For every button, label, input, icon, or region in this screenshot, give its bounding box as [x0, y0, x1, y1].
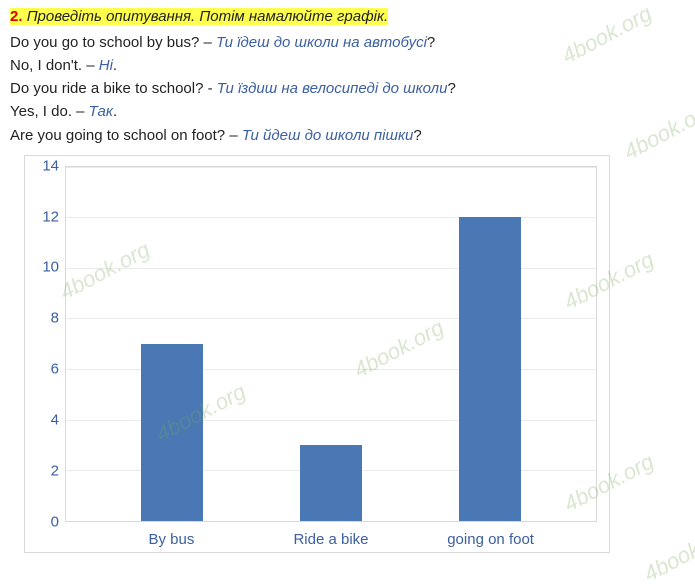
grid-line	[66, 167, 596, 168]
y-tick-label: 4	[25, 412, 59, 429]
y-tick-label: 8	[25, 310, 59, 327]
bar-chart: 0 2 4 6 8 10 12 14 By bus Ride a bike going on foo…	[24, 155, 610, 553]
bar	[459, 217, 521, 520]
y-tick-label: 2	[25, 462, 59, 479]
x-tick-label: going on foot	[447, 531, 534, 548]
qa-en: Are you going to school on foot? –	[10, 127, 242, 144]
qa-line: Are you going to school on foot? – Ти йд…	[10, 124, 685, 147]
x-tick-label: Ride a bike	[293, 531, 368, 548]
qa-en: Do you ride a bike to school? -	[10, 80, 217, 97]
qa-punct: ?	[447, 80, 455, 97]
qa-uk: Ти їдеш до школи на автобусі	[216, 34, 427, 51]
plot-area	[65, 166, 597, 522]
y-tick-label: 12	[25, 208, 59, 225]
qa-uk: Ні	[99, 57, 113, 74]
y-tick-label: 6	[25, 361, 59, 378]
qa-punct: ?	[427, 34, 435, 51]
qa-line: Do you go to school by bus? – Ти їдеш до…	[10, 31, 685, 54]
qa-en: Do you go to school by bus? –	[10, 34, 216, 51]
x-tick-label: By bus	[148, 531, 194, 548]
qa-punct: .	[113, 57, 117, 74]
qa-uk: Ти йдеш до школи пішки	[242, 127, 414, 144]
qa-line: Yes, I do. – Так.	[10, 100, 685, 123]
task-line: 2. Проведіть опитування. Потім намалюйте…	[10, 6, 685, 29]
task-text: Проведіть опитування. Потім намалюйте гр…	[27, 8, 389, 25]
qa-uk: Ти їздиш на велосипеді до школи	[217, 80, 448, 97]
qa-line: Do you ride a bike to school? - Ти їздиш…	[10, 77, 685, 100]
bar	[300, 445, 362, 521]
qa-punct: ?	[413, 127, 421, 144]
qa-punct: .	[113, 103, 117, 120]
qa-en: No, I don't. –	[10, 57, 99, 74]
y-tick-label: 10	[25, 259, 59, 276]
bar	[141, 344, 203, 521]
y-tick-label: 14	[25, 157, 59, 174]
y-tick-label: 0	[25, 513, 59, 530]
qa-line: No, I don't. – Ні.	[10, 54, 685, 77]
qa-en: Yes, I do. –	[10, 103, 89, 120]
task-number: 2.	[10, 8, 23, 25]
qa-block: Do you go to school by bus? – Ти їдеш до…	[10, 31, 685, 147]
qa-uk: Так	[89, 103, 113, 120]
